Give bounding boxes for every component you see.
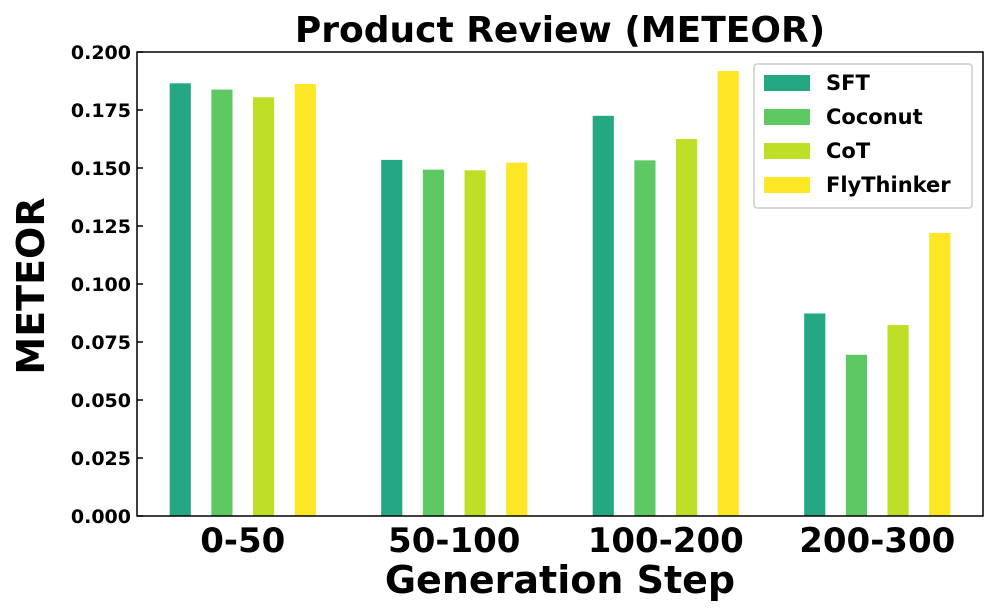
bar-flythinker-200-300	[929, 232, 951, 516]
bar-coconut-100-200	[634, 160, 656, 516]
legend-swatch-cot	[764, 143, 810, 159]
legend: SFT Coconut CoT FlyThinker	[753, 63, 973, 209]
y-tick-label: 0.000	[71, 506, 131, 528]
chart-title: Product Review (METEOR)	[295, 10, 825, 51]
y-tick-label: 0.150	[71, 158, 131, 180]
bars-group	[169, 71, 951, 517]
y-tick-label: 0.200	[71, 42, 131, 64]
legend-swatch-flythinker	[764, 177, 810, 193]
bar-flythinker-100-200	[717, 71, 739, 517]
y-axis-label: METEOR	[9, 197, 53, 374]
legend-label-sft: SFT	[826, 71, 870, 95]
legend-label-cot: CoT	[826, 139, 871, 163]
plot-frame	[136, 51, 984, 517]
bar-sft-200-300	[804, 313, 826, 516]
y-tick-label: 0.100	[71, 274, 131, 296]
x-tick-label: 200-300	[799, 521, 955, 561]
bar-coconut-50-100	[422, 169, 444, 516]
bar-cot-0-50	[253, 97, 275, 517]
x-axis-ticks: 0-50 50-100 100-200 200-300	[200, 521, 955, 561]
y-tick-label: 0.050	[71, 390, 131, 412]
x-tick-label: 0-50	[200, 521, 285, 561]
bar-coconut-200-300	[845, 354, 867, 516]
x-tick-label: 50-100	[388, 521, 520, 561]
bar-flythinker-0-50	[294, 84, 316, 517]
x-axis-label: Generation Step	[385, 558, 735, 602]
bar-cot-100-200	[676, 139, 698, 516]
bar-cot-200-300	[887, 325, 909, 516]
y-tick-label: 0.175	[71, 100, 131, 122]
legend-swatch-sft	[764, 75, 810, 91]
legend-label-coconut: Coconut	[826, 105, 923, 129]
y-axis-ticks: 0.000 0.025 0.050 0.075 0.100 0.125 0.150 0.175…	[71, 42, 143, 528]
bar-sft-0-50	[169, 83, 191, 516]
bar-sft-100-200	[592, 115, 614, 517]
y-tick-label: 0.075	[71, 332, 131, 354]
bar-cot-50-100	[464, 170, 486, 516]
legend-swatch-coconut	[764, 109, 810, 125]
y-tick-label: 0.025	[71, 448, 131, 470]
bar-coconut-0-50	[211, 89, 233, 517]
bar-flythinker-50-100	[506, 162, 528, 516]
y-tick-label: 0.125	[71, 216, 131, 238]
bar-sft-50-100	[381, 159, 403, 516]
legend-box	[753, 63, 973, 209]
x-tick-label: 100-200	[588, 521, 744, 561]
legend-label-flythinker: FlyThinker	[826, 173, 951, 197]
